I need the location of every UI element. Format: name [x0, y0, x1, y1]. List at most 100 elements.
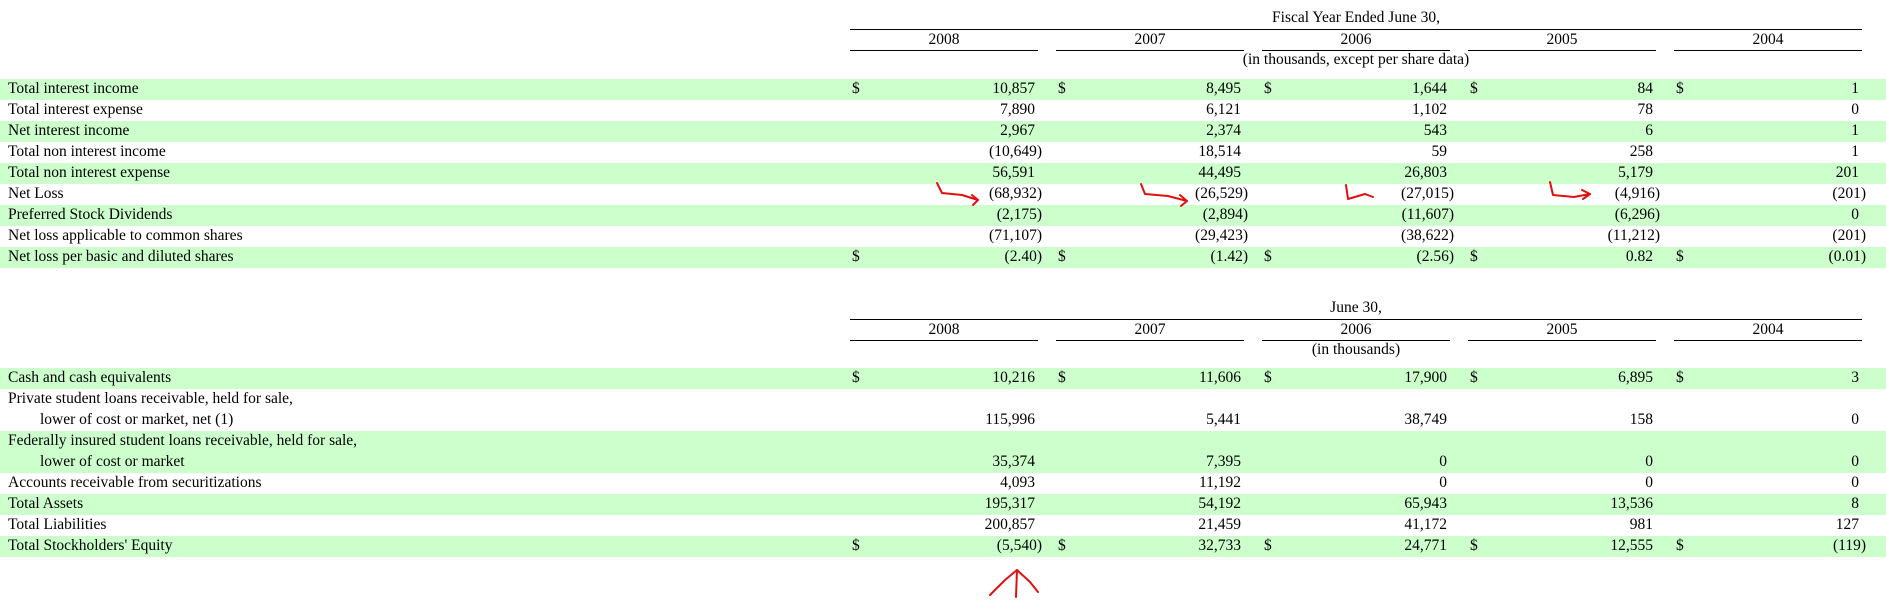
table2-dollar-sign: $: [1470, 537, 1478, 554]
red-arrow-icon: [1581, 189, 1591, 200]
red-arrow-icon: [971, 194, 979, 206]
table2-row-band: [0, 368, 1886, 389]
table1-cell: 1,644: [1412, 80, 1447, 97]
table2-cell: 17,900: [1404, 369, 1447, 386]
table2-cell: 115,996: [985, 411, 1035, 428]
table2-row-label: Total Assets: [8, 495, 84, 512]
red-arrow-icon: [1549, 181, 1591, 198]
table2-row-band: [0, 494, 1886, 515]
red-arrow-icon: [1140, 183, 1188, 202]
table1-cell: 5,179: [1618, 164, 1653, 181]
table1-cell: (2.40): [1004, 248, 1042, 265]
table2-header-rule: [850, 319, 1862, 320]
red-arrow-icon: [1179, 194, 1188, 207]
table1-cell: 10,857: [992, 80, 1035, 97]
table1-dollar-sign: $: [852, 248, 860, 265]
table1-dollar-sign: $: [1264, 248, 1272, 265]
table1-cell: (2.56): [1416, 248, 1454, 265]
table2-cell: 65,943: [1404, 495, 1447, 512]
table1-cell: 26,803: [1404, 164, 1447, 181]
table1-cell: 201: [1835, 164, 1859, 181]
table2-cell: 0: [1439, 453, 1447, 470]
table2-cell: 0: [1645, 453, 1653, 470]
red-arrow-icon: [1345, 184, 1374, 200]
table2-cell: 127: [1835, 516, 1859, 533]
table1-year-rule: [1262, 50, 1450, 51]
table1-dollar-sign: $: [1676, 248, 1684, 265]
table1-cell: (27,015): [1401, 185, 1454, 202]
table2-cell: 0: [1851, 474, 1859, 491]
table1-cell: 59: [1431, 143, 1448, 160]
table2-row-label: Private student loans receivable, held f…: [8, 390, 293, 407]
table2-cell: 54,192: [1198, 495, 1241, 512]
table2-cell: 11,606: [1198, 369, 1241, 386]
table2-dollar-sign: $: [1264, 537, 1272, 554]
table2-row-label-continued: lower of cost or market, net (1): [40, 411, 234, 428]
table1-cell: 8,495: [1206, 80, 1241, 97]
table1-row-band: [0, 205, 1886, 226]
table2-cell: 0: [1851, 411, 1859, 428]
table1-cell: (11,212): [1607, 227, 1660, 244]
table2-year-2007: 2007: [1134, 321, 1166, 338]
table2-cell: 24,771: [1404, 537, 1447, 554]
table2-cell: 5,441: [1206, 411, 1241, 428]
table2-cell: 200,857: [984, 516, 1035, 533]
table1-cell: 6,121: [1206, 101, 1241, 118]
table2-units-note: (in thousands): [1311, 341, 1401, 358]
table2-row-label: Federally insured student loans receivab…: [8, 432, 358, 449]
table1-year-2007: 2007: [1134, 31, 1166, 48]
table2-dollar-sign: $: [1676, 369, 1684, 386]
table1-row-label: Net loss per basic and diluted shares: [8, 248, 234, 265]
table1-cell: 1: [1851, 143, 1859, 160]
table2-cell: 0: [1851, 453, 1859, 470]
table1-cell: 0: [1851, 206, 1859, 223]
table1-cell: (10,649): [989, 143, 1042, 160]
table1-dollar-sign: $: [1058, 80, 1066, 97]
table2-row-label: Total Stockholders' Equity: [8, 537, 173, 554]
table2-cell: 158: [1629, 411, 1653, 428]
table1-row-label: Net loss applicable to common shares: [8, 227, 243, 244]
table2-cell: (5,540): [996, 537, 1042, 554]
table1-row-band: [0, 163, 1886, 184]
table2-dollar-sign: $: [1264, 369, 1272, 386]
table2-cell: 981: [1629, 516, 1653, 533]
table1-cell: 543: [1423, 122, 1447, 139]
table1-cell: 44,495: [1198, 164, 1241, 181]
table1-year-2005: 2005: [1546, 31, 1578, 48]
table1-dollar-sign: $: [1264, 80, 1272, 97]
table1-cell: 6: [1645, 122, 1653, 139]
table1-cell: 258: [1629, 143, 1653, 160]
table2-row-label-continued: lower of cost or market: [40, 453, 185, 470]
table1-cell: 7,890: [1000, 101, 1035, 118]
table1-cell: 0.82: [1625, 248, 1653, 265]
table2-cell: 8: [1851, 495, 1859, 512]
table2-cell: 13,536: [1610, 495, 1653, 512]
table1-year-2008: 2008: [928, 31, 960, 48]
table2-cell: 0: [1645, 474, 1653, 491]
table2-dollar-sign: $: [1058, 537, 1066, 554]
table2-year-2004: 2004: [1752, 321, 1784, 338]
table2-row-band: [0, 431, 1886, 473]
table1-units-note: (in thousands, except per share data): [1242, 51, 1470, 68]
table1-cell: 1: [1851, 80, 1859, 97]
table1-cell: 84: [1637, 80, 1654, 97]
table1-row-label: Total non interest expense: [8, 164, 171, 181]
table2-dollar-sign: $: [1470, 369, 1478, 386]
table1-row-band: [0, 121, 1886, 142]
table1-dollar-sign: $: [1470, 248, 1478, 265]
table2-cell: 3: [1851, 369, 1859, 386]
table2-cell: 11,192: [1198, 474, 1241, 491]
table2-cell: 35,374: [992, 453, 1035, 470]
table1-row-label: Net Loss: [8, 185, 64, 202]
table2-year-rule: [1056, 340, 1244, 341]
table1-row-label: Total non interest income: [8, 143, 166, 160]
table1-cell: (26,529): [1195, 185, 1248, 202]
table1-period-header: Fiscal Year Ended June 30,: [1272, 9, 1440, 26]
table1-row-band: [0, 79, 1886, 100]
table2-cell: 41,172: [1404, 516, 1447, 533]
red-up-arrow-icon: [989, 569, 1039, 596]
table1-cell: (201): [1832, 185, 1866, 202]
table2-year-rule: [1262, 340, 1450, 341]
table1-year-rule: [850, 50, 1038, 51]
